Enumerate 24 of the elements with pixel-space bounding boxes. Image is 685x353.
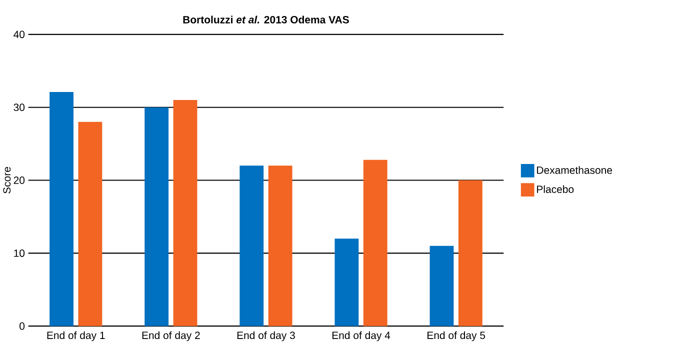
bar	[458, 180, 482, 326]
bar	[268, 166, 292, 326]
chart-title: Bortoluzzi et al. 2013 Odema VAS	[183, 16, 349, 24]
legend-label: Dexamethasone	[537, 166, 612, 174]
bar	[50, 92, 74, 326]
bar	[430, 246, 454, 326]
x-tick-label: End of day 2	[142, 331, 200, 342]
y-tick-label: 10	[14, 250, 25, 257]
x-tick-label: End of day 5	[428, 331, 486, 342]
x-tick-label: End of day 4	[332, 331, 390, 342]
x-tick-label: End of day 1	[47, 331, 105, 342]
bar	[240, 166, 264, 326]
x-tick-label: End of day 3	[237, 331, 295, 342]
y-tick-label: 0	[20, 322, 25, 330]
bar	[363, 160, 388, 326]
y-tick-label: 20	[14, 176, 25, 184]
bar	[78, 122, 102, 326]
y-tick-label: 40	[14, 30, 25, 38]
y-axis-title: Score	[3, 167, 11, 194]
bar	[144, 107, 169, 326]
legend-label: Placebo	[537, 185, 574, 194]
bar	[334, 238, 359, 326]
y-tick-label: 30	[14, 104, 25, 112]
bar	[173, 100, 198, 326]
